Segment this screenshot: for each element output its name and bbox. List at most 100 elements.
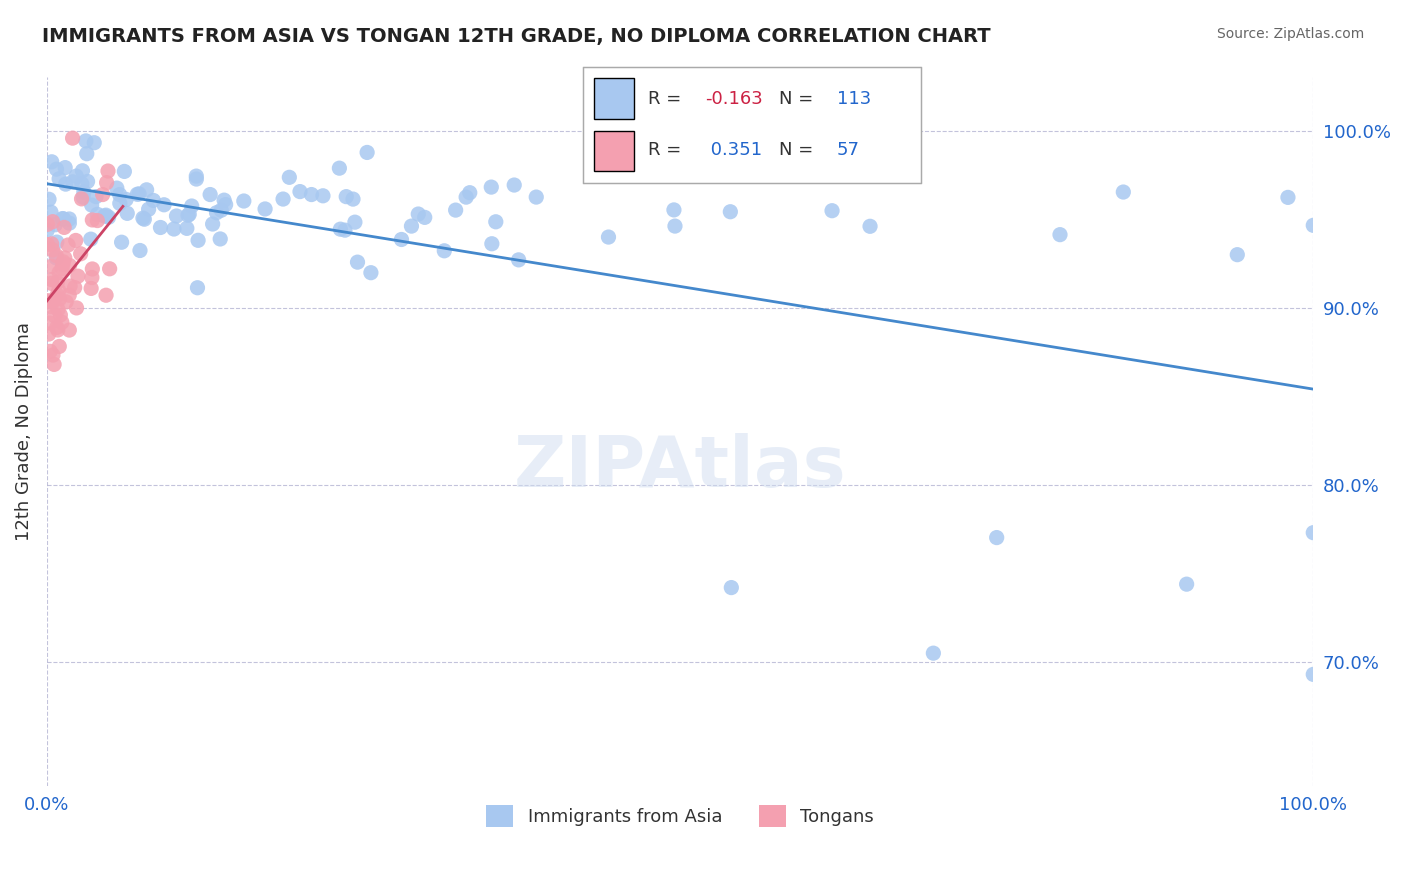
Point	[1302, 667, 1324, 681]
Point	[1302, 525, 1324, 540]
FancyBboxPatch shape	[593, 130, 634, 171]
Point	[72, 190, 94, 204]
Point	[62, 131, 84, 145]
Point	[45, 248, 67, 262]
Point	[58, 212, 80, 227]
Point	[664, 219, 686, 233]
Point	[41, 215, 63, 229]
Point	[129, 244, 152, 258]
Point	[138, 202, 160, 217]
Point	[41, 236, 63, 251]
Point	[37, 293, 59, 308]
Legend: Immigrants from Asia, Tongans: Immigrants from Asia, Tongans	[479, 797, 882, 834]
Point	[214, 197, 236, 211]
Text: IMMIGRANTS FROM ASIA VS TONGAN 12TH GRADE, NO DIPLOMA CORRELATION CHART: IMMIGRANTS FROM ASIA VS TONGAN 12TH GRAD…	[42, 27, 991, 45]
Point	[180, 199, 202, 213]
Point	[186, 281, 208, 295]
Point	[186, 172, 208, 186]
Point	[96, 176, 118, 190]
Point	[41, 294, 63, 309]
Point	[479, 180, 502, 194]
Point	[49, 308, 72, 322]
Point	[1277, 190, 1299, 204]
Point	[1049, 227, 1071, 242]
Point	[232, 194, 254, 208]
Point	[46, 276, 69, 290]
Point	[46, 302, 69, 317]
Point	[58, 288, 80, 302]
Point	[82, 213, 104, 227]
Point	[301, 187, 323, 202]
Point	[48, 266, 70, 280]
Point	[254, 202, 277, 216]
Point	[481, 236, 503, 251]
Point	[94, 208, 117, 222]
Point	[76, 174, 98, 188]
Point	[108, 196, 131, 211]
Point	[80, 281, 103, 295]
Point	[37, 217, 59, 231]
Point	[73, 185, 96, 199]
Point	[176, 221, 198, 235]
Point	[288, 185, 311, 199]
Point	[205, 205, 228, 219]
Point	[75, 134, 97, 148]
Point	[52, 211, 75, 226]
Point	[46, 288, 69, 302]
Y-axis label: 12th Grade, No Diploma: 12th Grade, No Diploma	[15, 323, 32, 541]
Text: 113: 113	[837, 90, 870, 108]
Point	[328, 161, 350, 176]
Point	[485, 215, 508, 229]
Point	[413, 211, 436, 225]
Point	[209, 232, 232, 246]
Point	[44, 218, 66, 232]
Text: R =: R =	[648, 142, 686, 160]
Point	[66, 269, 89, 284]
Point	[84, 189, 107, 203]
Point	[80, 270, 103, 285]
Point	[108, 187, 131, 202]
Point	[80, 198, 103, 212]
Point	[45, 162, 67, 177]
Point	[1302, 219, 1324, 233]
Point	[41, 277, 63, 291]
Point	[39, 300, 62, 314]
Point	[72, 163, 94, 178]
Point	[132, 211, 155, 226]
Point	[110, 235, 132, 250]
Point	[1226, 248, 1249, 262]
Point	[70, 177, 93, 191]
Text: ZIPAtlas: ZIPAtlas	[513, 433, 846, 502]
Point	[186, 169, 208, 183]
Point	[51, 261, 73, 276]
Point	[76, 146, 98, 161]
Point	[312, 189, 335, 203]
Point	[37, 237, 59, 252]
Point	[44, 309, 66, 323]
Point	[598, 230, 620, 244]
Point	[55, 294, 77, 309]
Point	[198, 187, 221, 202]
Point	[48, 171, 70, 186]
Point	[58, 323, 80, 337]
Point	[1175, 577, 1198, 591]
Point	[720, 581, 742, 595]
Point	[278, 170, 301, 185]
Point	[58, 216, 80, 230]
Point	[42, 348, 65, 362]
Point	[134, 212, 156, 227]
Point	[48, 284, 70, 298]
Text: -0.163: -0.163	[704, 90, 762, 108]
Point	[86, 207, 108, 221]
Point	[153, 198, 176, 212]
Point	[177, 208, 200, 222]
Point	[51, 211, 73, 226]
Point	[97, 164, 120, 178]
Point	[718, 204, 741, 219]
Point	[503, 178, 526, 192]
Point	[58, 259, 80, 273]
Point	[105, 181, 128, 195]
Point	[135, 183, 157, 197]
Point	[39, 205, 62, 219]
Point	[37, 223, 59, 237]
